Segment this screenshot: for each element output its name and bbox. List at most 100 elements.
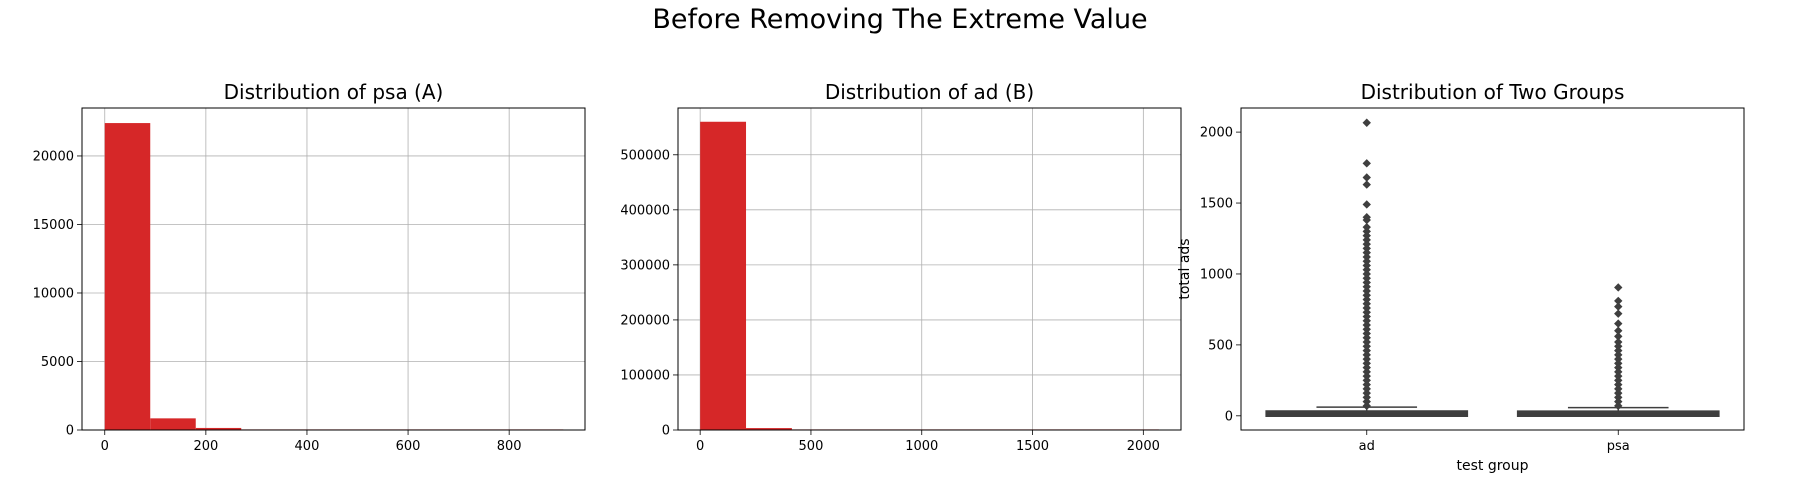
outlier-point (1362, 354, 1371, 364)
outlier-point (1362, 388, 1371, 398)
y-tick-label: 5000 (41, 355, 74, 370)
x-tick-label: 600 (396, 439, 421, 454)
outlier-point (1614, 342, 1623, 351)
x-tick-label: 400 (295, 439, 320, 454)
outlier-point (1362, 363, 1371, 372)
outlier-point (1362, 325, 1371, 334)
x-tick-label: 2000 (1127, 439, 1160, 454)
outlier-point (1614, 326, 1623, 335)
outlier-point (1362, 261, 1371, 270)
outlier-point (1614, 371, 1623, 381)
outlier-point (1362, 231, 1371, 240)
outlier-point (1362, 384, 1371, 394)
box-psa (1516, 283, 1720, 417)
outlier-point (1614, 388, 1623, 398)
y-tick-label: 0 (1225, 409, 1233, 424)
outlier-point (1362, 200, 1371, 209)
histogram-bar (700, 121, 747, 430)
outlier-point (1362, 282, 1371, 291)
outlier-point (1614, 359, 1623, 368)
y-tick-label: 500000 (620, 148, 670, 163)
subplot-title: Distribution of Two Groups (1361, 80, 1625, 104)
outlier-point (1614, 354, 1623, 364)
histogram-bar (746, 428, 792, 430)
outlier-point (1614, 363, 1623, 372)
outlier-point (1614, 309, 1623, 318)
outlier-point (1362, 376, 1371, 385)
axes-frame (677, 107, 1182, 431)
x-tick-label: 200 (193, 439, 218, 454)
outlier-point (1362, 371, 1371, 381)
outlier-point (1362, 393, 1371, 402)
outlier-point (1362, 350, 1371, 360)
outlier-point (1362, 346, 1371, 355)
outlier-point (1362, 303, 1371, 313)
outlier-point (1362, 244, 1371, 253)
outlier-point (1362, 337, 1371, 347)
x-tick-label: 1000 (905, 439, 938, 454)
outlier-point (1614, 283, 1623, 292)
histogram-bar (104, 123, 151, 431)
outlier-point (1614, 393, 1623, 402)
outlier-point (1362, 265, 1371, 274)
subplot-2: Distribution of ad (B) 0 500 1000 1500 2000 0 1… (620, 80, 1182, 454)
outlier-point (1362, 359, 1371, 368)
outlier-point (1362, 274, 1371, 283)
y-tick-label: 0 (66, 424, 74, 439)
outlier-point (1614, 397, 1623, 406)
outlier-point (1362, 159, 1371, 168)
x-tick-label: 0 (101, 439, 109, 454)
y-tick-label: 500 (1208, 338, 1233, 353)
y-tick-label: 100000 (620, 368, 670, 383)
outlier-point (1614, 346, 1623, 355)
outlier-point (1362, 312, 1371, 321)
outlier-point (1362, 308, 1371, 317)
outlier-point (1362, 367, 1371, 377)
outlier-point (1362, 320, 1371, 330)
x-tick-label: ad (1359, 439, 1375, 454)
subplot-1: Distribution of psa (A) 0 200 400 600 800 0 500… (33, 80, 586, 454)
outlier-point (1362, 248, 1371, 257)
y-tick-label: 1000 (1200, 267, 1233, 282)
axes-frame (81, 107, 586, 431)
x-tick-label: psa (1607, 439, 1630, 454)
y-tick-label: 400000 (620, 203, 670, 218)
outlier-point (1362, 397, 1371, 406)
outlier-point (1362, 252, 1371, 262)
outlier-point (1362, 235, 1371, 245)
outlier-point (1362, 180, 1371, 189)
outlier-point (1614, 319, 1623, 328)
box-ad (1265, 118, 1469, 417)
outlier-point (1362, 316, 1371, 325)
subplot-title: Distribution of ad (B) (825, 80, 1034, 104)
outlier-point (1362, 333, 1371, 342)
x-tick-label: 1500 (1016, 439, 1049, 454)
subplot-3: Distribution of Two Groups ad psa 0 500 1000 1… (1177, 80, 1745, 474)
outlier-point (1362, 222, 1371, 232)
outlier-point (1362, 329, 1371, 338)
outlier-point (1362, 342, 1371, 351)
x-tick-label: 0 (696, 439, 704, 454)
outlier-point (1362, 118, 1371, 127)
outlier-point (1362, 291, 1371, 300)
y-axis-label: total ads (1177, 238, 1193, 299)
outlier-point (1614, 367, 1623, 377)
outlier-point (1362, 278, 1371, 287)
outlier-point (1362, 269, 1371, 279)
outlier-point (1614, 376, 1623, 385)
x-tick-label: 500 (799, 439, 824, 454)
x-tick-label: 800 (497, 439, 522, 454)
outlier-point (1614, 401, 1623, 411)
y-tick-label: 1500 (1200, 197, 1233, 212)
histogram-bar (150, 418, 196, 430)
histogram-bar (195, 427, 242, 430)
y-tick-label: 2000 (1200, 126, 1233, 141)
axes-frame (1240, 107, 1745, 431)
outlier-point (1614, 350, 1623, 360)
outlier-point (1362, 295, 1371, 304)
outlier-point (1362, 239, 1371, 249)
outlier-point (1362, 173, 1371, 182)
y-tick-label: 20000 (33, 149, 74, 164)
outlier-point (1362, 380, 1371, 389)
outlier-point (1614, 337, 1623, 347)
